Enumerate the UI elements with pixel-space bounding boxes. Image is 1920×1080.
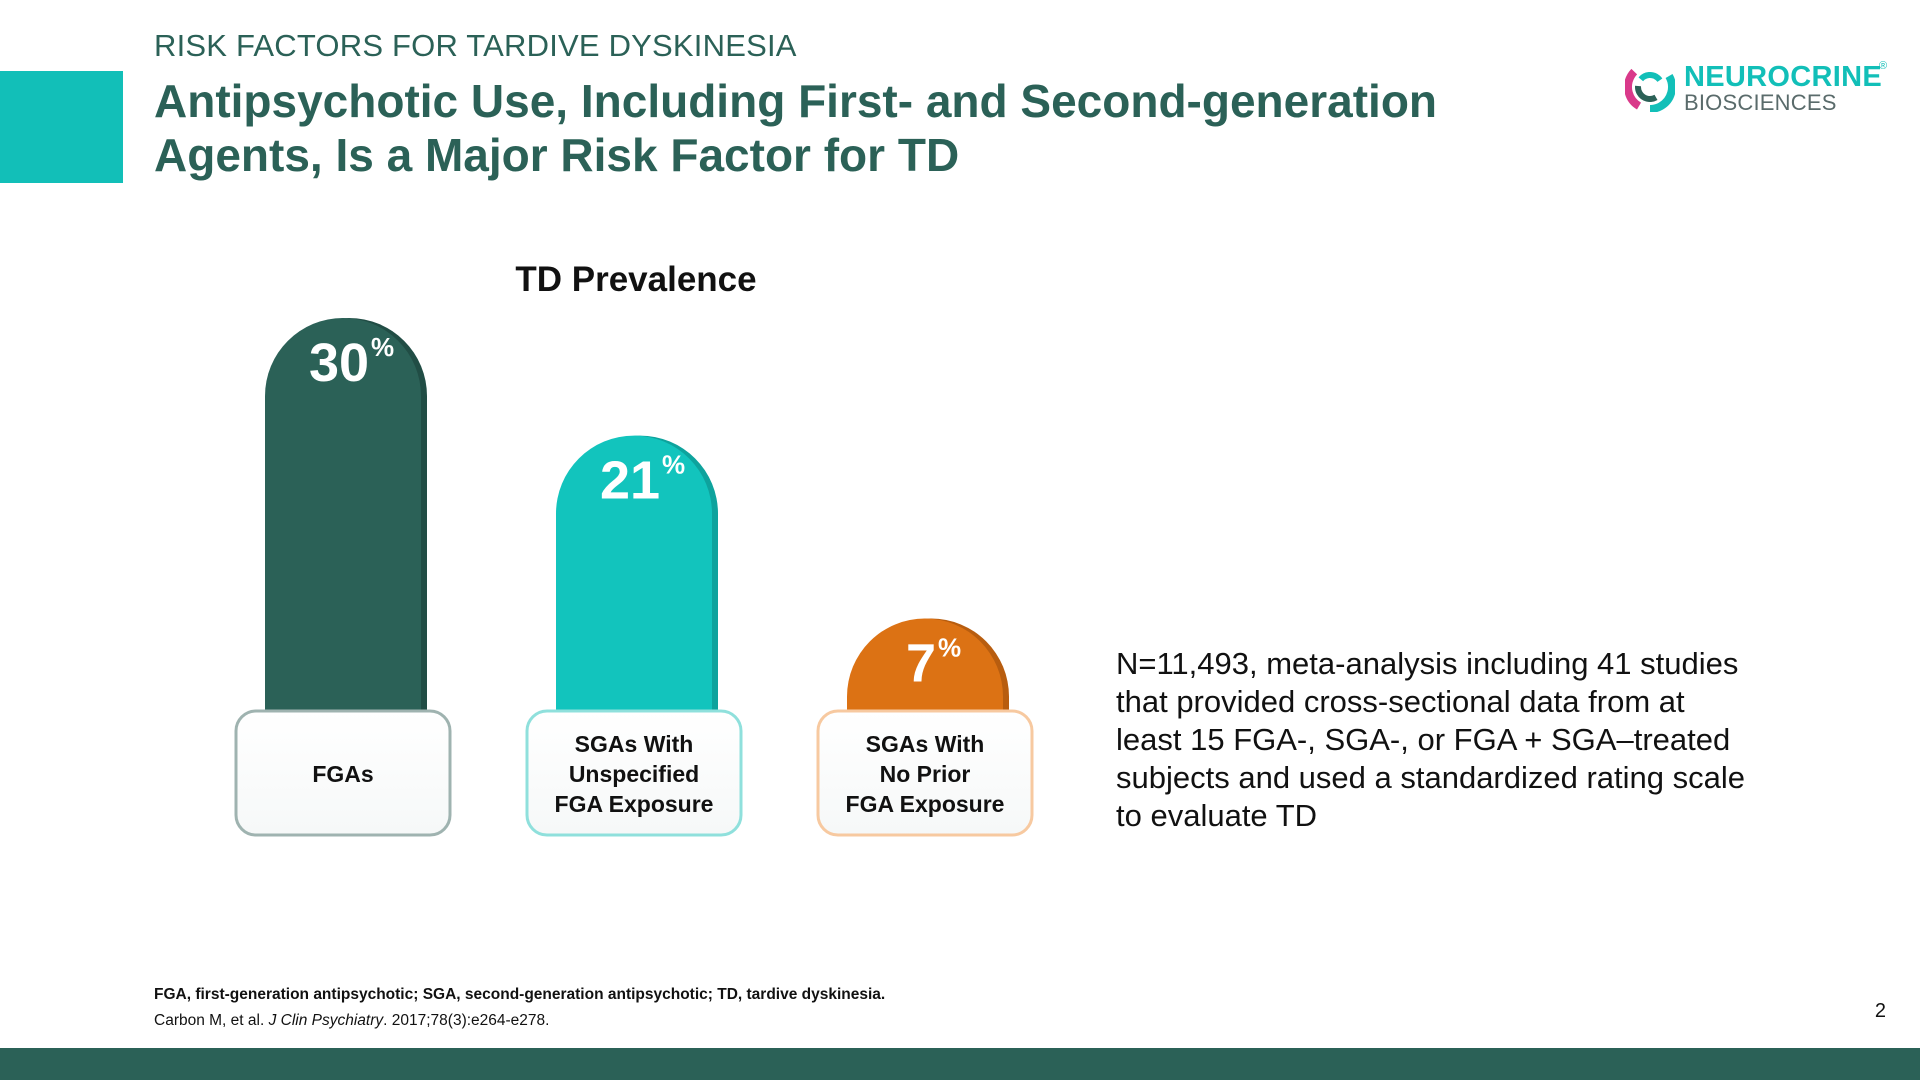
- category-label-box: [816, 709, 1034, 837]
- category-label: FGA Exposure: [555, 791, 714, 817]
- category-label-box: [234, 709, 452, 837]
- logo-registered-mark: ®: [1879, 60, 1888, 72]
- citation-journal: J Clin Psychiatry: [268, 1012, 384, 1029]
- page-number: 2: [1874, 1000, 1886, 1022]
- neurocrine-swirl-icon: [1625, 62, 1675, 112]
- category-label: FGAs: [312, 761, 373, 787]
- logo-wordmark-primary: NEUROCRINE: [1684, 61, 1882, 93]
- category-label: SGAs With: [866, 731, 985, 757]
- category-label-box: [525, 709, 743, 837]
- bar: [556, 435, 712, 710]
- bar-group: 7 % SGAs With No Prior FGA Exposure: [816, 618, 1034, 837]
- bar-value-label: 21: [600, 451, 660, 511]
- bar-group: 21 % SGAs With Unspecified FGA Exposure: [525, 435, 743, 837]
- citation-details: . 2017;78(3):e264-e278.: [383, 1012, 550, 1029]
- category-label: FGA Exposure: [846, 791, 1005, 817]
- study-note: N=11,493, meta-analysis including 41 stu…: [1116, 646, 1746, 833]
- section-kicker: RISK FACTORS FOR TARDIVE DYSKINESIA: [154, 28, 797, 63]
- bar-unit-label: %: [662, 450, 685, 480]
- category-label: SGAs With: [575, 731, 694, 757]
- bar-shadow: [853, 618, 1009, 710]
- bar: [265, 318, 421, 710]
- citation: Carbon M, et al. J Clin Psychiatry. 2017…: [154, 1012, 549, 1030]
- abbreviations-footnote: FGA, first-generation antipsychotic; SGA…: [154, 986, 886, 1003]
- footer-bar: [0, 1048, 1920, 1080]
- bar-value-label: 30: [309, 333, 369, 393]
- accent-block: [0, 71, 123, 183]
- bar-group: 30 % FGAs: [234, 318, 452, 837]
- category-label: Unspecified: [569, 761, 699, 787]
- bar-unit-label: %: [938, 633, 961, 663]
- bar-shadow: [271, 318, 427, 710]
- logo-wordmark-secondary: BIOSCIENCES: [1684, 90, 1837, 115]
- slide-title: Antipsychotic Use, Including First- and …: [154, 75, 1438, 181]
- category-label: No Prior: [880, 761, 971, 787]
- bar-unit-label: %: [371, 332, 394, 362]
- bar: [847, 618, 1003, 710]
- citation-authors: Carbon M, et al.: [154, 1012, 269, 1029]
- bar-shadow: [562, 435, 718, 710]
- bar-value-label: 7: [906, 634, 936, 694]
- company-logo: NEUROCRINE ® BIOSCIENCES: [1625, 60, 1905, 120]
- chart-title: TD Prevalence: [515, 260, 757, 299]
